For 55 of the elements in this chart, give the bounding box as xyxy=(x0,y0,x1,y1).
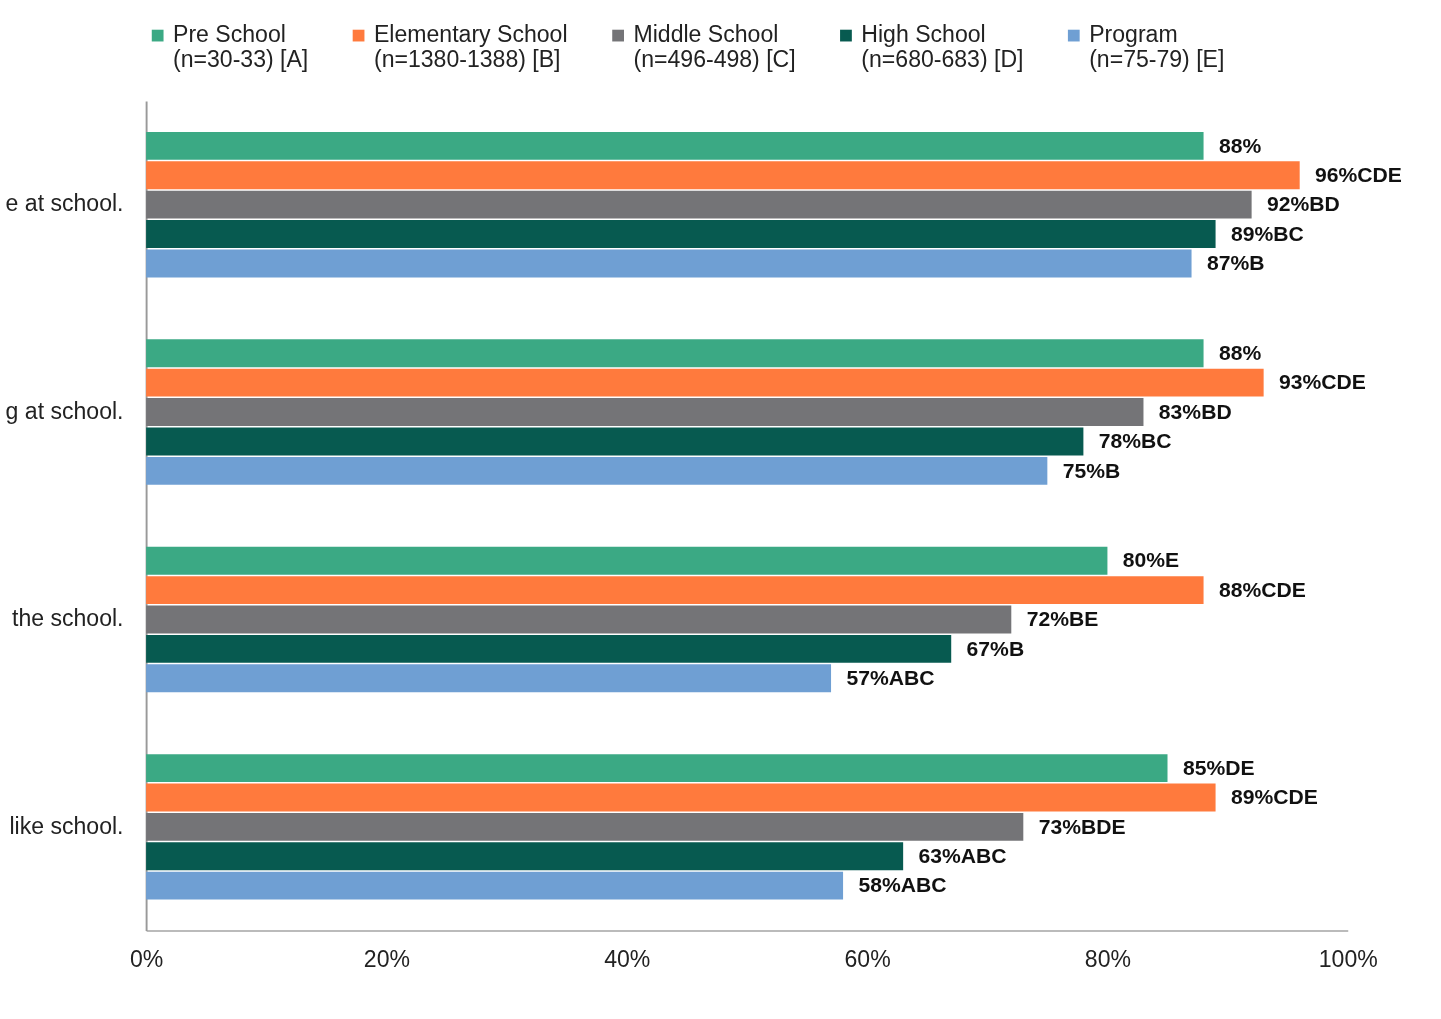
x-tick-label: 100% xyxy=(1318,945,1378,972)
x-tick-label: 80% xyxy=(1084,945,1131,972)
bar xyxy=(146,368,1264,397)
x-tick-label: 60% xyxy=(844,945,891,972)
bar xyxy=(146,190,1252,219)
data-label: 88% xyxy=(1218,133,1262,157)
bar xyxy=(146,842,904,871)
legend-label: Program (n=75-79) [E] xyxy=(1089,21,1225,73)
data-label: 80%E xyxy=(1122,548,1180,572)
data-label: 96%CDE xyxy=(1315,163,1402,186)
data-label: 88% xyxy=(1218,341,1262,365)
data-label: 87%B xyxy=(1206,251,1265,275)
bar xyxy=(146,754,1168,783)
x-tick-label: 0% xyxy=(129,945,164,972)
bar xyxy=(146,634,952,663)
data-label: 92%BD xyxy=(1267,192,1340,216)
x-tick-label: 20% xyxy=(363,945,411,972)
legend-label: Middle School (n=496-498) [C] xyxy=(633,21,796,73)
y-tick-label: like school. xyxy=(9,812,124,839)
data-label: 63%ABC xyxy=(918,843,1007,867)
data-label: 85%DE xyxy=(1182,755,1255,779)
bar xyxy=(146,456,1048,485)
bar xyxy=(146,546,1108,575)
data-label: 88%CDE xyxy=(1218,577,1306,601)
data-label: 83%BD xyxy=(1158,399,1232,423)
data-label: 58%ABC xyxy=(858,873,947,897)
bar xyxy=(146,605,1012,634)
data-label: 78%BC xyxy=(1098,429,1172,453)
data-label: 89%BC xyxy=(1230,221,1304,245)
bar xyxy=(146,783,1216,812)
y-tick-label: e at school. xyxy=(5,190,124,217)
legend-label: High School (n=680-683) [D] xyxy=(861,21,1024,73)
data-label: 73%BDE xyxy=(1038,814,1126,838)
bar xyxy=(146,427,1084,456)
data-label: 67%B xyxy=(966,636,1025,660)
bar xyxy=(146,161,1300,190)
bar xyxy=(146,131,1204,160)
bar xyxy=(146,871,844,900)
data-label: 93%CDE xyxy=(1279,370,1366,394)
bar xyxy=(146,339,1204,368)
y-tick-label: the school. xyxy=(11,605,124,632)
bar xyxy=(146,398,1144,426)
data-label: 89%CDE xyxy=(1230,785,1318,809)
bar xyxy=(146,249,1192,278)
bar xyxy=(146,220,1216,248)
x-tick-label: 40% xyxy=(604,945,651,972)
legend-label: Pre School (n=30-33) [A] xyxy=(173,21,309,73)
data-label: 57%ABC xyxy=(846,665,935,689)
data-label: 75%B xyxy=(1062,458,1121,482)
bar xyxy=(146,576,1204,605)
y-tick-label: g at school. xyxy=(5,397,124,424)
bar xyxy=(146,812,1024,841)
bar xyxy=(146,664,832,693)
data-label: 72%BE xyxy=(1026,607,1099,631)
legend-label: Elementary School (n=1380-1388) [B] xyxy=(373,21,568,73)
